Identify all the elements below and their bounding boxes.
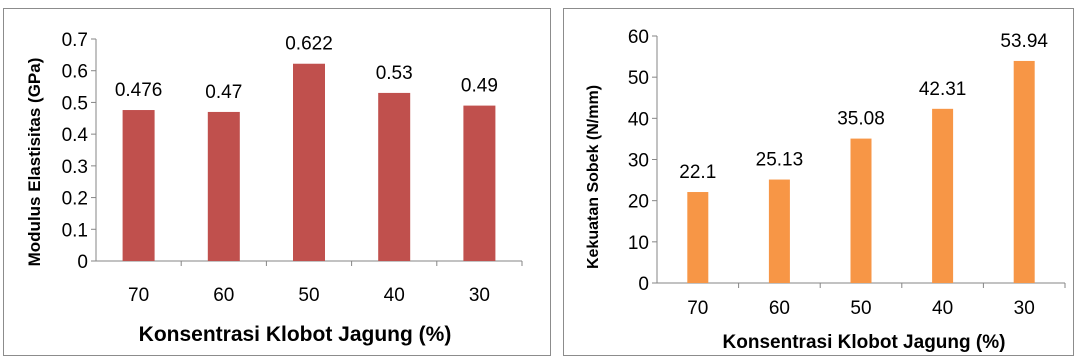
- x-tick-label: 60: [769, 298, 790, 319]
- data-label: 22.1: [679, 162, 716, 183]
- data-label: 0.49: [461, 76, 498, 97]
- bar: [463, 105, 496, 261]
- data-label: 0.476: [115, 80, 163, 101]
- data-label: 0.622: [285, 34, 333, 55]
- y-tick-label: 40: [628, 109, 649, 130]
- bar: [932, 108, 954, 284]
- x-axis-label: Konsentrasi Klobot Jagung (%): [723, 332, 1006, 353]
- x-tick-label: 70: [128, 285, 149, 306]
- bar: [687, 192, 709, 283]
- y-tick-label: 0.2: [62, 189, 88, 210]
- y-tick-label: 60: [628, 27, 649, 48]
- bar: [122, 110, 155, 261]
- y-tick-label: 30: [628, 151, 649, 172]
- y-tick-label: 0.1: [62, 220, 88, 241]
- data-label: 25.13: [756, 150, 804, 171]
- bar: [1013, 60, 1035, 284]
- bar: [207, 111, 240, 261]
- x-tick-label: 70: [687, 298, 708, 319]
- data-label: 0.53: [376, 63, 413, 84]
- x-tick-label: 30: [1014, 298, 1035, 319]
- y-tick-label: 50: [628, 68, 649, 89]
- y-tick-label: 0.7: [62, 30, 88, 51]
- bar: [378, 92, 411, 262]
- chart-modulus-svg: Modulus Elastisitas (GPa) Konsentrasi Kl…: [25, 30, 523, 346]
- data-label: 35.08: [837, 109, 885, 130]
- y-tick-label: 0: [77, 252, 88, 273]
- bar: [768, 179, 790, 283]
- y-axis-label: Modulus Elastisitas (GPa): [25, 58, 44, 267]
- y-tick-label: 0.6: [62, 62, 88, 83]
- chart-panel-modulus: Modulus Elastisitas (GPa) Konsentrasi Kl…: [3, 8, 551, 356]
- y-tick-label: 0.4: [62, 125, 89, 146]
- bar: [850, 138, 872, 283]
- y-tick-label: 10: [628, 233, 649, 254]
- y-tick-label: 0.3: [62, 157, 88, 178]
- x-tick-label: 30: [469, 285, 490, 306]
- x-axis-label: Konsentrasi Klobot Jagung (%): [139, 323, 452, 346]
- chart-kekuatan-sobek-svg: Kekuatan Sobek (N/mm) Konsentrasi Klobot…: [585, 27, 1066, 353]
- data-label: 53.94: [1000, 31, 1048, 52]
- x-tick-label: 40: [384, 285, 405, 306]
- data-label: 0.47: [205, 82, 242, 103]
- x-tick-label: 50: [298, 285, 319, 306]
- x-tick-label: 40: [932, 298, 953, 319]
- y-tick-label: 0.5: [62, 93, 88, 114]
- x-tick-label: 60: [213, 285, 234, 306]
- data-label: 42.31: [919, 79, 967, 100]
- chart-panel-kekuatan-sobek: Kekuatan Sobek (N/mm) Konsentrasi Klobot…: [563, 8, 1074, 356]
- x-tick-label: 50: [850, 298, 871, 319]
- y-tick-label: 20: [628, 192, 649, 213]
- y-tick-label: 0: [638, 274, 649, 295]
- bar: [293, 63, 325, 261]
- y-axis-label: Kekuatan Sobek (N/mm): [585, 85, 602, 269]
